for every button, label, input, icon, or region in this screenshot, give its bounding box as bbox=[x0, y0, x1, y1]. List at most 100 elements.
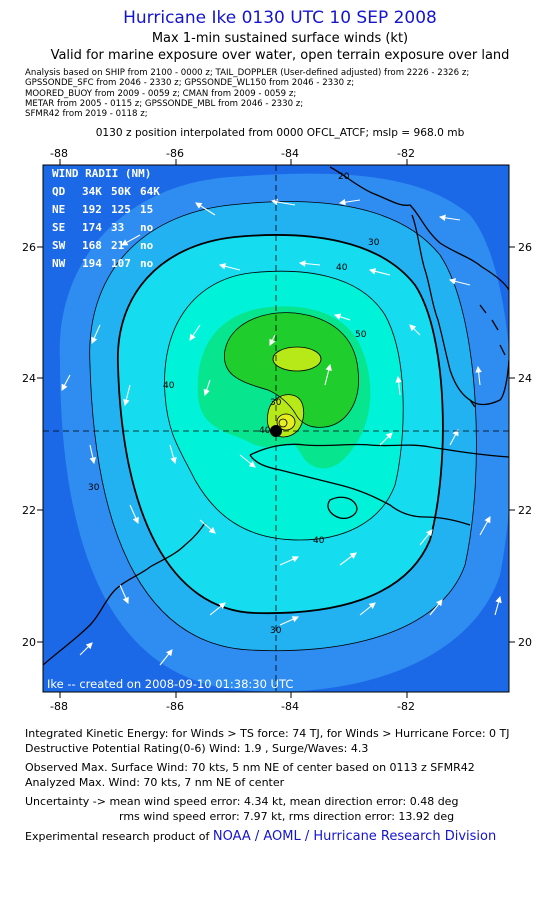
wind-map: 20 30 30 40 40 40 50 30 30 40 WIND RADII… bbox=[22, 147, 532, 713]
contour-label: 40 bbox=[313, 536, 325, 546]
wind-arrow bbox=[121, 234, 141, 246]
wind-radii-quadrant: NE bbox=[52, 203, 65, 216]
contour-64 bbox=[276, 413, 296, 431]
y-tick-label-left: 22 bbox=[22, 504, 36, 517]
storm-center-marker bbox=[270, 425, 282, 437]
wind-arrow bbox=[169, 444, 177, 465]
uncertainty-line-2: rms wind speed error: 7.97 kt, rms direc… bbox=[119, 810, 455, 823]
wind-arrow bbox=[409, 324, 421, 336]
wind-arrow bbox=[159, 649, 173, 666]
wind-radii-value: no bbox=[140, 221, 154, 234]
y-tick-label-right: 26 bbox=[518, 241, 532, 254]
contour-label: 30 bbox=[88, 483, 100, 493]
wind-arrow bbox=[218, 263, 241, 271]
wind-arrow bbox=[279, 556, 300, 566]
wind-radii-header-50k: 50K bbox=[111, 185, 131, 198]
wind-arrow bbox=[239, 454, 256, 468]
wind-radii-header-34k: 34K bbox=[82, 185, 102, 198]
wind-arrow bbox=[79, 642, 93, 656]
contour-50 bbox=[224, 312, 359, 428]
wind-arrow bbox=[123, 384, 131, 407]
analysis-line: METAR from 2005 - 0115 z; GPSSONDE_MBL f… bbox=[25, 98, 304, 109]
wind-arrow bbox=[359, 602, 376, 616]
contour-label: 50 bbox=[355, 330, 367, 340]
analysis-line: SFMR42 from 2019 - 0118 z; bbox=[25, 109, 148, 120]
wind-arrow bbox=[438, 214, 461, 222]
y-tick-label-right: 20 bbox=[518, 636, 532, 649]
wind-arrow bbox=[368, 268, 391, 276]
x-tick-label-bottom: -84 bbox=[281, 700, 299, 713]
wind-arrow bbox=[199, 519, 216, 534]
contour-label: 30 bbox=[368, 238, 380, 248]
wind-radii-quadrant: SE bbox=[52, 221, 65, 234]
research-credit-org[interactable]: NOAA / AOML / Hurricane Research Divisio… bbox=[212, 829, 497, 844]
wind-arrow bbox=[448, 278, 471, 286]
x-tick-label-bottom: -88 bbox=[50, 700, 68, 713]
wind-arrow bbox=[91, 324, 101, 345]
wind-radii-value: 168 bbox=[82, 239, 102, 252]
wind-arrow bbox=[379, 432, 393, 446]
y-tick-label-left: 26 bbox=[22, 241, 36, 254]
wind-radii-header-64k: 64K bbox=[140, 185, 160, 198]
contour-label: 30 bbox=[270, 398, 282, 408]
x-tick-label-top: -84 bbox=[281, 147, 299, 160]
contour-label: 30 bbox=[270, 626, 282, 636]
observed-max-line: Observed Max. Surface Wind: 70 kts, 5 nm… bbox=[25, 761, 475, 774]
contour-34 bbox=[117, 234, 444, 615]
wind-arrow bbox=[129, 504, 139, 525]
wind-arrow bbox=[61, 374, 71, 391]
florida-coast bbox=[329, 166, 509, 406]
analysis-line: MOORED_BUOY from 2009 - 0059 z; CMAN fro… bbox=[25, 88, 297, 99]
wind-vectors bbox=[61, 198, 502, 666]
analysis-sources: Analysis based on SHIP from 2100 - 0000 … bbox=[25, 68, 469, 119]
wind-arrow bbox=[419, 529, 433, 546]
wind-arrow bbox=[494, 595, 502, 616]
x-tick-label-top: -82 bbox=[397, 147, 415, 160]
y-tick-label-right: 24 bbox=[518, 372, 532, 385]
wind-arrow bbox=[395, 375, 402, 396]
wind-radii-value: no bbox=[140, 239, 154, 252]
wind-arrow bbox=[269, 334, 276, 346]
wind-arrow bbox=[449, 429, 459, 446]
validity-note: Valid for marine exposure over water, op… bbox=[50, 48, 510, 63]
analyzed-max-line: Analyzed Max. Wind: 70 kts, 7 nm NE of c… bbox=[25, 776, 285, 789]
contour-label: 40 bbox=[259, 426, 271, 436]
uncertainty-line-1: Uncertainty -> mean wind speed error: 4.… bbox=[25, 795, 459, 808]
contour-label: 40 bbox=[163, 381, 175, 391]
wind-radii-value: 33 bbox=[111, 221, 124, 234]
ike-line: Integrated Kinetic Energy: for Winds > T… bbox=[25, 727, 510, 740]
yucatan-coast bbox=[43, 522, 206, 666]
wind-arrow bbox=[195, 202, 216, 216]
contour-40 bbox=[164, 270, 404, 541]
wind-arrow bbox=[324, 363, 332, 386]
wind-band-64 bbox=[277, 414, 295, 430]
contour-30 bbox=[89, 201, 477, 652]
analysis-line: GPSSONDE_SFC from 2046 - 2330 z; GPSSOND… bbox=[25, 78, 355, 89]
contour-eye bbox=[278, 418, 288, 428]
wind-radii-header-qd: QD bbox=[52, 185, 66, 198]
wind-arrow bbox=[209, 602, 226, 616]
wind-arrow bbox=[298, 260, 321, 267]
wind-radii-title: WIND RADII (NM) bbox=[52, 167, 151, 180]
contour-lines bbox=[89, 201, 477, 652]
x-tick-label-bottom: -82 bbox=[397, 700, 415, 713]
isla-juventud bbox=[327, 496, 358, 519]
wind-arrow bbox=[475, 365, 482, 386]
wind-radii-value: 174 bbox=[82, 221, 102, 234]
position-note: 0130 z position interpolated from 0000 O… bbox=[95, 127, 465, 139]
wind-arrow bbox=[339, 552, 357, 566]
wind-band-60 bbox=[273, 347, 321, 371]
contour-60 bbox=[272, 346, 322, 372]
y-tick-label-left: 24 bbox=[22, 372, 36, 385]
page-title: Hurricane Ike 0130 UTC 10 SEP 2008 bbox=[123, 8, 437, 28]
wind-radii-value: 125 bbox=[111, 203, 131, 216]
page-subtitle: Max 1-min sustained surface winds (kt) bbox=[151, 31, 409, 46]
wind-arrow bbox=[333, 313, 351, 321]
wind-radii-value: 15 bbox=[140, 203, 153, 216]
wind-arrow bbox=[119, 584, 129, 605]
contour-label: 40 bbox=[336, 263, 348, 273]
dpr-line: Destructive Potential Rating(0-6) Wind: … bbox=[25, 742, 369, 755]
wind-radii-value: 107 bbox=[111, 257, 131, 270]
coastlines bbox=[43, 166, 509, 666]
y-tick-label-right: 22 bbox=[518, 504, 532, 517]
